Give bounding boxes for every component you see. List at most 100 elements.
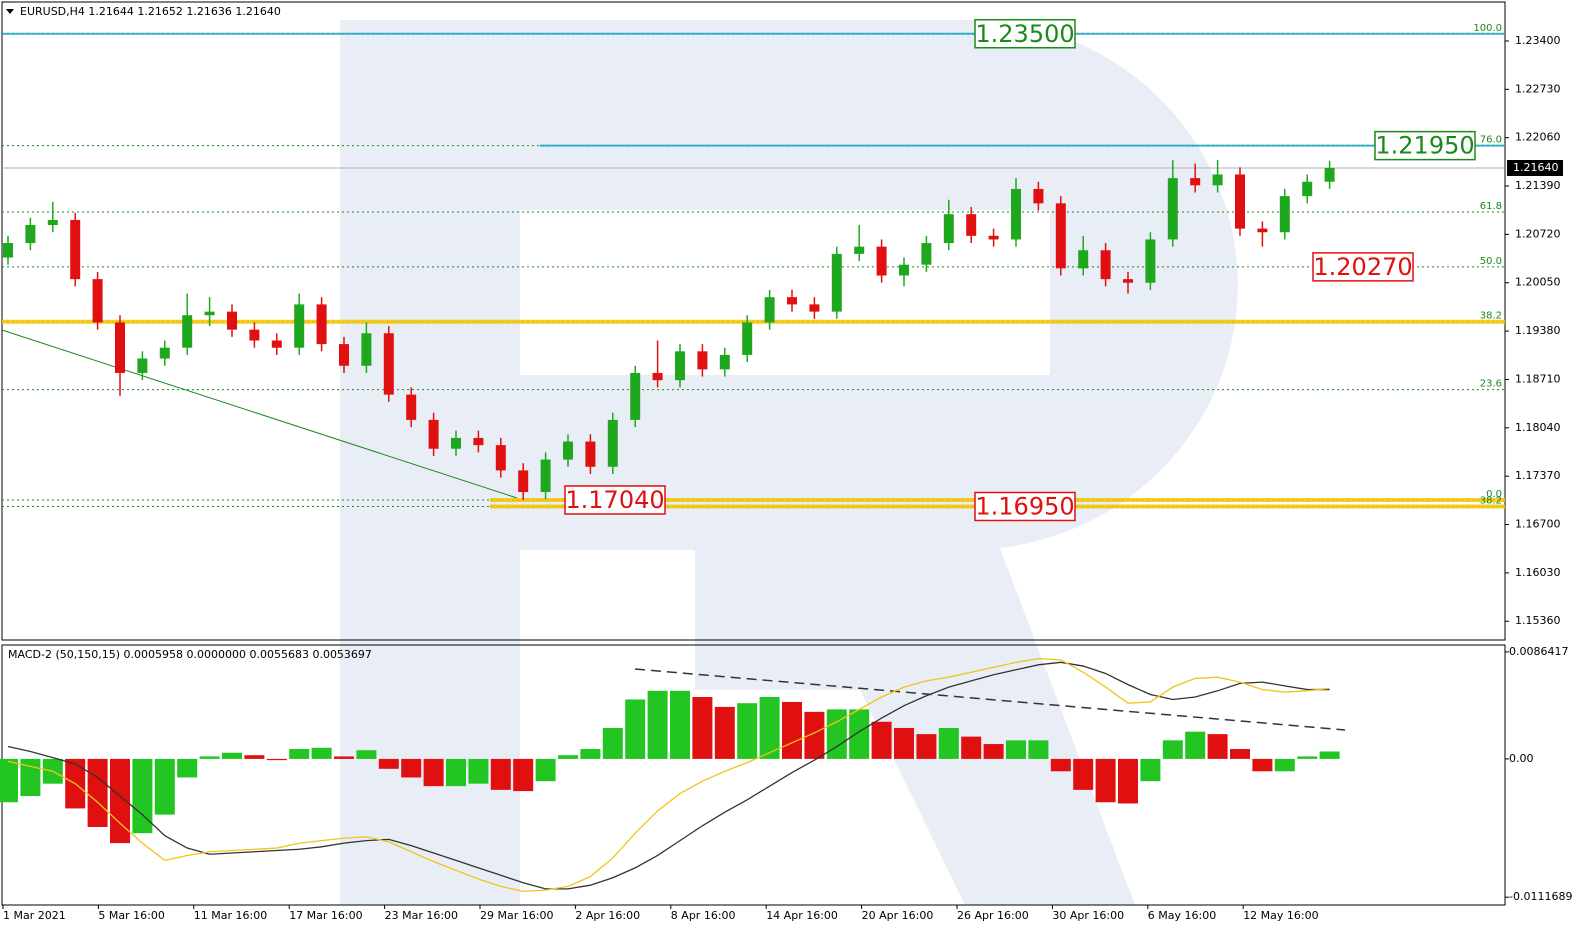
fib-label: 50.0	[1480, 256, 1502, 267]
candle-body	[809, 304, 820, 312]
candle-body	[787, 297, 797, 305]
histogram-bar	[423, 758, 444, 787]
y-tick-label: 1.16030	[1515, 566, 1561, 579]
histogram-bar	[334, 756, 354, 759]
trend-line	[1, 329, 518, 499]
candle-body	[742, 322, 753, 355]
histogram-bar	[132, 758, 153, 834]
candle-body	[943, 214, 954, 244]
price-label-box	[974, 491, 1076, 522]
fib-label: 100.0	[1473, 23, 1502, 34]
watermark	[340, 19, 1238, 906]
y-tick-label: 1.20720	[1515, 227, 1561, 240]
candle-body	[630, 372, 641, 420]
y-tick-label: 1.23400	[1515, 34, 1561, 47]
histogram-bar	[535, 758, 556, 782]
candle-body	[159, 347, 170, 359]
histogram-bar	[1297, 756, 1318, 759]
x-tick-label: 6 May 16:00	[1148, 909, 1216, 922]
fib-label: 76.0	[1480, 135, 1502, 146]
price-label-box	[1312, 252, 1414, 282]
histogram-bar	[20, 758, 41, 797]
histogram-bar	[1050, 758, 1071, 772]
candle-body	[764, 297, 775, 323]
macd-line	[7, 661, 1330, 890]
candle-body	[1055, 203, 1066, 269]
x-tick-label: 2 Apr 16:00	[575, 909, 640, 922]
candle-body	[1235, 174, 1245, 229]
histogram-bar	[759, 697, 780, 759]
x-tick-label: 17 Mar 16:00	[289, 909, 362, 922]
histogram-bar	[356, 750, 377, 759]
histogram-bar	[289, 749, 310, 759]
candle-body	[25, 225, 36, 244]
candle-body	[966, 214, 977, 236]
histogram-bar	[714, 706, 735, 759]
candle-body	[1123, 279, 1133, 283]
fib-label: 0.0	[1486, 489, 1502, 500]
candle-body	[271, 340, 282, 348]
macd-trend-line	[634, 668, 1346, 731]
candle-body	[1145, 239, 1156, 283]
histogram-bar	[692, 697, 713, 759]
histogram-bar	[1073, 758, 1094, 790]
candle-body	[1033, 188, 1044, 204]
x-tick-label: 12 May 16:00	[1243, 909, 1318, 922]
y-tick-label: 1.22730	[1515, 82, 1561, 95]
candle-body	[1324, 167, 1335, 182]
histogram-bar	[849, 709, 870, 759]
macd-line	[7, 657, 1330, 893]
histogram-bar	[625, 699, 646, 759]
histogram-bar	[446, 758, 466, 787]
x-tick-label: 30 Apr 16:00	[1052, 909, 1124, 922]
candle-body	[3, 243, 13, 258]
histogram-bar	[916, 734, 937, 759]
candle-body	[899, 264, 909, 276]
y-tick-label: 0.0086417	[1509, 645, 1569, 658]
price-label: 1.21950	[1375, 132, 1474, 160]
y-tick-label: 1.15360	[1515, 614, 1561, 627]
candle-body	[182, 315, 193, 348]
histogram-bar	[871, 721, 892, 759]
candle-body	[1302, 181, 1313, 197]
histogram-bar	[244, 755, 265, 759]
candle-body	[921, 243, 932, 265]
histogram-bar	[1162, 740, 1183, 759]
price-label-box	[564, 485, 666, 515]
histogram-bar	[177, 758, 198, 778]
x-tick-label: 8 Apr 16:00	[671, 909, 736, 922]
histogram-bar	[1118, 758, 1138, 804]
histogram-bar	[983, 744, 1004, 759]
histogram-bar	[826, 709, 847, 759]
last-price-label: 1.21640	[1513, 161, 1559, 174]
x-tick-label: 29 Mar 16:00	[480, 909, 553, 922]
histogram-bar	[513, 758, 534, 792]
y-tick-label: 1.22060	[1515, 131, 1561, 144]
y-tick-label: 1.16700	[1515, 518, 1561, 531]
price-label-box	[974, 19, 1076, 49]
candle-body	[1100, 250, 1111, 280]
candle-body	[1279, 196, 1290, 233]
histogram-bar	[222, 752, 242, 759]
histogram-bar	[1252, 758, 1273, 772]
x-tick-label: 26 Apr 16:00	[957, 909, 1029, 922]
candle-body	[495, 445, 506, 471]
candle-body	[451, 437, 461, 449]
candle-body	[652, 372, 663, 381]
x-tick-label: 11 Mar 16:00	[194, 909, 267, 922]
histogram-bar	[894, 727, 914, 759]
candle-body	[47, 219, 58, 226]
price-label: 1.17040	[565, 486, 664, 514]
candle-body	[988, 235, 999, 240]
last-price-box	[1507, 159, 1563, 176]
histogram-bar	[670, 690, 690, 759]
x-tick-label: 14 Apr 16:00	[766, 909, 838, 922]
menu-arrow	[6, 9, 14, 14]
histogram-bar	[266, 758, 287, 761]
histogram-bar	[580, 749, 601, 759]
candle-body	[876, 246, 887, 276]
candle-body	[1212, 174, 1223, 186]
candle-body	[339, 344, 349, 366]
candle-body	[473, 437, 484, 446]
